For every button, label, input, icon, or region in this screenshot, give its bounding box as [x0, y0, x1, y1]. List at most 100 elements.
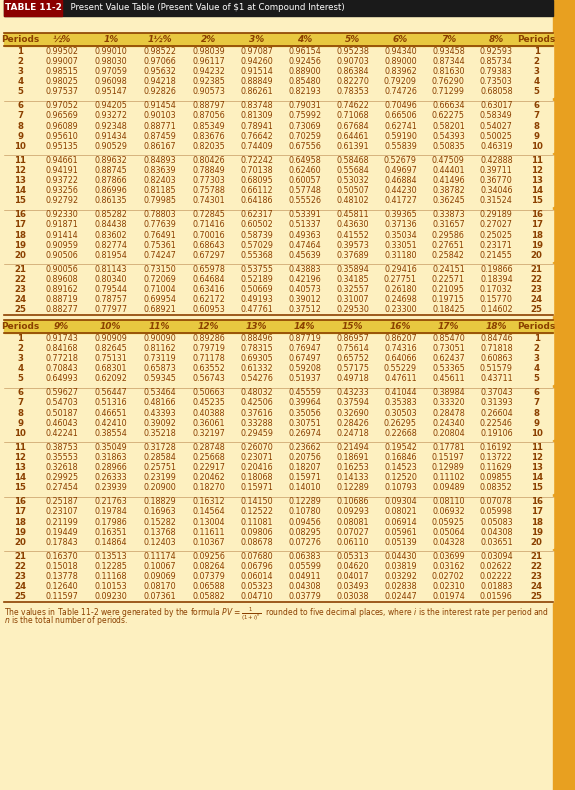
Bar [4, 561, 553, 571]
Text: 9: 9 [17, 132, 24, 141]
Text: 0.64958: 0.64958 [288, 156, 321, 164]
Text: 0.98515: 0.98515 [45, 67, 78, 76]
Text: 0.94218: 0.94218 [143, 77, 176, 86]
Text: 0.06383: 0.06383 [289, 551, 321, 561]
Text: 0.92792: 0.92792 [45, 197, 78, 205]
Text: 0.40573: 0.40573 [288, 285, 321, 294]
Text: 0.45639: 0.45639 [288, 251, 321, 260]
Text: 0.96098: 0.96098 [94, 77, 127, 86]
Text: 0.05313: 0.05313 [336, 551, 369, 561]
Text: 0.95632: 0.95632 [143, 67, 176, 76]
Text: 0.87056: 0.87056 [193, 111, 225, 120]
Text: 0.43393: 0.43393 [143, 408, 176, 417]
Text: 0.81185: 0.81185 [143, 186, 176, 195]
Text: 0.92348: 0.92348 [94, 122, 127, 130]
Text: 19: 19 [531, 528, 543, 536]
Text: 0.79383: 0.79383 [480, 67, 513, 76]
Text: 0.29925: 0.29925 [45, 473, 78, 482]
Text: 0.16253: 0.16253 [336, 463, 369, 472]
Text: 0.15971: 0.15971 [240, 483, 273, 492]
Text: 4: 4 [534, 364, 540, 373]
Text: 0.36245: 0.36245 [432, 197, 465, 205]
Text: 0.27751: 0.27751 [384, 275, 417, 284]
Text: 0.75788: 0.75788 [193, 186, 225, 195]
Text: 18: 18 [14, 231, 26, 239]
Text: 0.73150: 0.73150 [143, 265, 176, 273]
Text: 0.37043: 0.37043 [480, 388, 513, 397]
Text: 0.94661: 0.94661 [45, 156, 78, 164]
Text: 0.12289: 0.12289 [336, 483, 369, 492]
Text: 0.16351: 0.16351 [94, 528, 127, 536]
Text: 0.83602: 0.83602 [94, 231, 127, 239]
Text: 0.16192: 0.16192 [480, 442, 513, 452]
Text: 0.05882: 0.05882 [193, 592, 225, 601]
Bar [4, 333, 553, 343]
Text: 0.08678: 0.08678 [240, 538, 273, 547]
Text: Periods: Periods [1, 322, 40, 331]
Text: 0.08081: 0.08081 [336, 517, 369, 526]
Text: 0.38782: 0.38782 [432, 186, 465, 195]
Text: 0.27027: 0.27027 [480, 220, 513, 229]
Text: 0.88900: 0.88900 [288, 67, 321, 76]
Text: 0.32557: 0.32557 [336, 285, 369, 294]
Text: 0.06932: 0.06932 [432, 507, 465, 517]
Text: 0.64461: 0.64461 [336, 132, 369, 141]
Text: 5: 5 [534, 88, 539, 96]
Text: 17: 17 [14, 220, 26, 229]
Text: 0.81309: 0.81309 [240, 111, 273, 120]
Text: 0.54027: 0.54027 [480, 122, 513, 130]
Text: 0.82403: 0.82403 [143, 176, 176, 185]
Text: 0.43233: 0.43233 [336, 388, 369, 397]
Text: 0.20900: 0.20900 [143, 483, 176, 492]
Text: 0.89162: 0.89162 [45, 285, 78, 294]
Text: 0.63552: 0.63552 [193, 364, 225, 373]
Text: 0.38554: 0.38554 [94, 429, 127, 438]
Text: 0.29459: 0.29459 [240, 429, 273, 438]
Text: 0.87459: 0.87459 [143, 132, 176, 141]
Text: 0.30751: 0.30751 [288, 419, 321, 427]
Bar [4, 196, 553, 206]
Text: 0.09069: 0.09069 [143, 572, 176, 581]
Text: 0.85282: 0.85282 [94, 210, 127, 219]
Text: 4: 4 [17, 364, 24, 373]
Text: 0.11611: 0.11611 [193, 528, 225, 536]
Text: 0.04911: 0.04911 [288, 572, 321, 581]
Text: 0.81162: 0.81162 [143, 344, 176, 353]
Text: 0.90703: 0.90703 [336, 57, 369, 66]
Text: 0.92330: 0.92330 [45, 210, 78, 219]
Text: 18: 18 [531, 517, 543, 526]
Text: 0.35894: 0.35894 [336, 265, 369, 273]
Text: 0.98030: 0.98030 [94, 57, 127, 66]
Text: 11: 11 [14, 442, 26, 452]
Text: 0.53365: 0.53365 [432, 364, 465, 373]
Text: 0.97087: 0.97087 [240, 47, 273, 55]
Text: 0.71068: 0.71068 [336, 111, 369, 120]
Text: 7: 7 [17, 111, 24, 120]
Text: 0.26604: 0.26604 [480, 408, 513, 417]
Text: 0.82193: 0.82193 [288, 88, 321, 96]
Text: ½%: ½% [52, 35, 71, 44]
Text: 5: 5 [17, 374, 23, 383]
Text: 16: 16 [14, 497, 26, 506]
Text: 0.99007: 0.99007 [45, 57, 78, 66]
Text: 0.75992: 0.75992 [288, 111, 321, 120]
Text: 4: 4 [17, 77, 24, 86]
Text: 0.75131: 0.75131 [94, 354, 127, 363]
Bar [4, 496, 553, 506]
Text: 0.28748: 0.28748 [193, 442, 225, 452]
Bar [4, 0, 553, 16]
Text: 0.88277: 0.88277 [45, 306, 78, 314]
Bar [4, 165, 553, 175]
Bar [4, 220, 553, 230]
Text: 0.02702: 0.02702 [432, 572, 465, 581]
Text: 0.37136: 0.37136 [384, 220, 417, 229]
Text: 0.41496: 0.41496 [432, 176, 465, 185]
Bar [4, 141, 553, 152]
Text: 0.09855: 0.09855 [480, 473, 513, 482]
Text: 0.53391: 0.53391 [288, 210, 321, 219]
Text: 0.19866: 0.19866 [480, 265, 513, 273]
Text: 0.44230: 0.44230 [384, 186, 417, 195]
Text: 0.15018: 0.15018 [45, 562, 78, 571]
Text: 0.09304: 0.09304 [384, 497, 417, 506]
Text: 0.39012: 0.39012 [288, 295, 321, 304]
